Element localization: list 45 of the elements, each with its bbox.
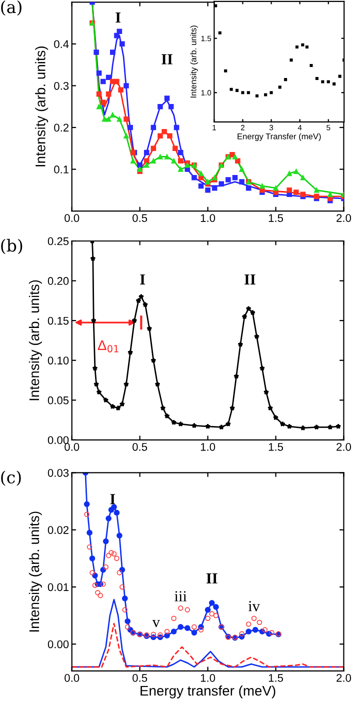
annotation: I	[140, 274, 146, 284]
x-tick-label: 2.0	[336, 674, 352, 682]
y-tick-label: 0.00	[48, 640, 69, 648]
y-tick-label: 0.05	[48, 396, 69, 404]
x-tick-label: 0.0	[64, 214, 80, 222]
annotation: iii	[174, 591, 187, 602]
annotation: II	[162, 54, 172, 64]
x-tick-label: 2.0	[336, 442, 352, 451]
y-tick-label: 0.3	[54, 82, 69, 90]
x-tick-label: 0.0	[64, 674, 80, 682]
x-tick-label: 1.5	[268, 214, 284, 222]
x-axis-title: Energy transfer (meV)	[140, 685, 276, 698]
y-tick-label: 0.15	[48, 316, 69, 325]
y-tick-label: 0.10	[48, 356, 69, 364]
annotation: I	[110, 494, 116, 504]
annotation: I	[116, 12, 121, 23]
y-axis-title: Intensity (arb. units)	[35, 46, 48, 166]
y-tick-label: 0.4	[54, 40, 69, 48]
chart-title: (c)	[1, 470, 21, 486]
y-tick-label: 0.25	[48, 237, 69, 246]
y-tick-label: 0.1	[54, 166, 69, 174]
y-tick-label: 0.02	[48, 526, 69, 534]
y-axis-title: Intensity (arb. units)	[28, 280, 42, 400]
annotation: II	[206, 573, 218, 584]
x-tick-label: 0.5	[132, 674, 148, 682]
annotation: iv	[248, 601, 260, 612]
y-tick-label: 0.01	[48, 583, 69, 592]
y-tick-label: 0.2	[54, 124, 69, 132]
y-tick-label: 0.03	[48, 468, 69, 477]
x-tick-label: 1.5	[268, 443, 284, 451]
chart-title: (b)	[1, 238, 22, 254]
chart-title: (a)	[1, 0, 22, 16]
x-tick-label: 2.0	[336, 214, 352, 222]
annotation: Δ$_{01}$	[98, 340, 118, 352]
y-tick-label: 0.20	[48, 277, 69, 285]
x-tick-label: 0.5	[132, 214, 148, 222]
annotation: v	[152, 620, 160, 628]
x-tick-label: 1.5	[268, 674, 284, 682]
y-axis-title: Intensity (arb. units)	[190, 26, 198, 98]
x-tick-label: 0.5	[132, 442, 148, 451]
annotation: II	[244, 274, 256, 284]
y-tick-label: 0.00	[48, 436, 69, 444]
y-axis-title: Intensity (arb. units)	[28, 512, 42, 632]
x-tick-label: 0.0	[64, 442, 80, 451]
x-axis-title: Energy Transfer (meV)	[238, 133, 321, 141]
